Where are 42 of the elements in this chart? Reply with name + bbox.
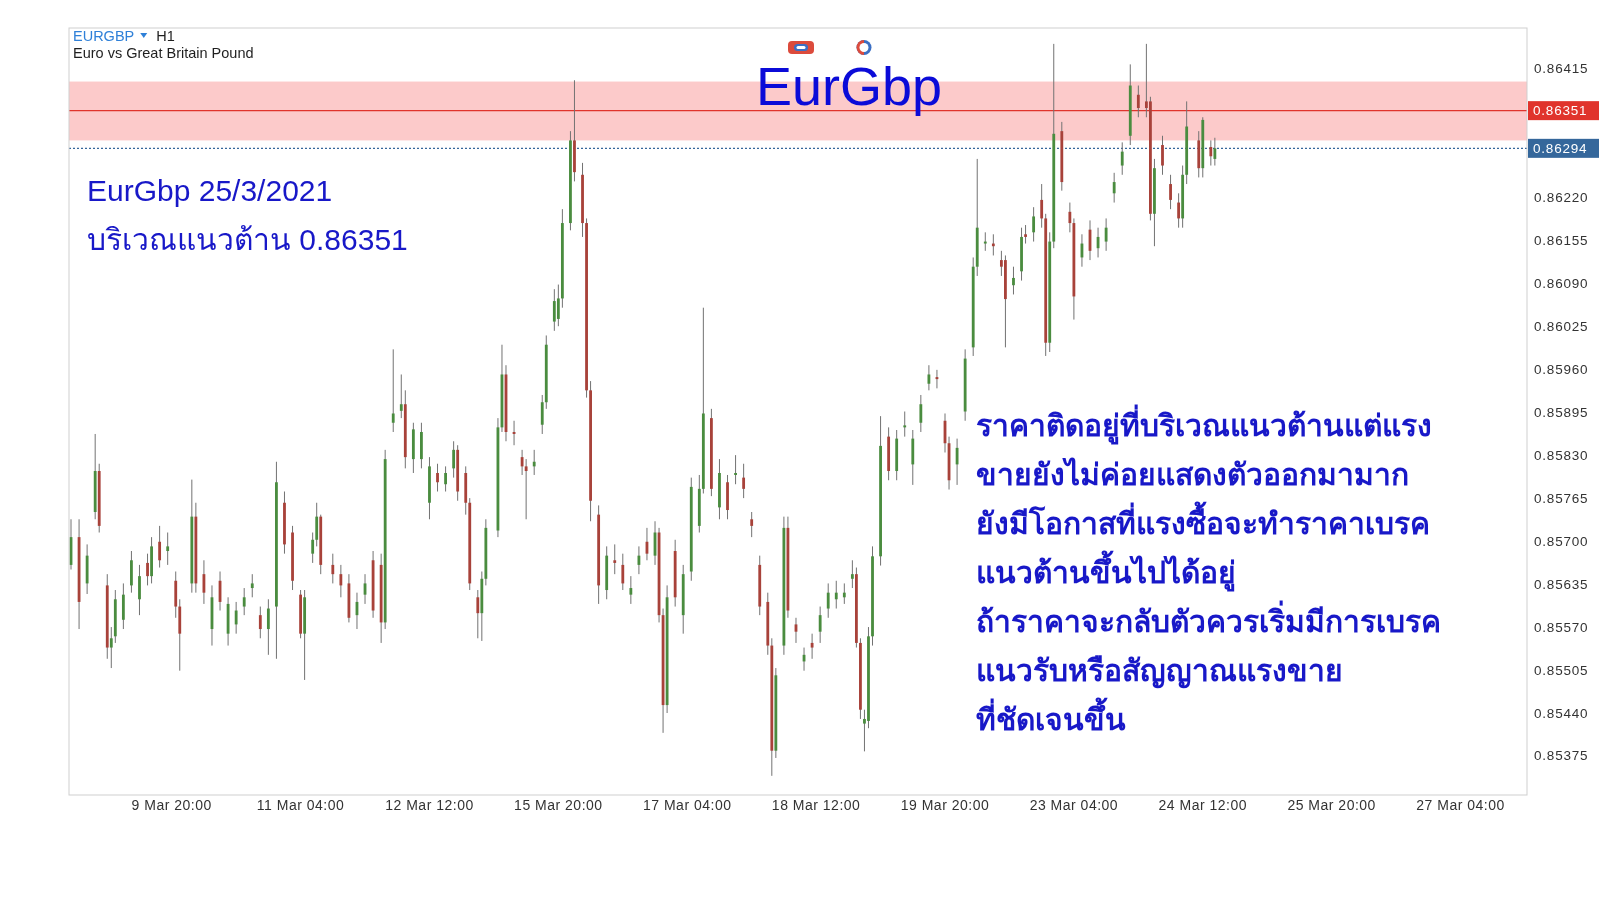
ref-line-label: 0.86294 <box>1533 140 1588 156</box>
annotation-text: แนวรับหรือสัญญาณแรงขาย <box>975 652 1344 691</box>
y-tick-label: 0.85505 <box>1534 662 1589 678</box>
y-tick-label: 0.86155 <box>1534 232 1589 248</box>
y-tick-label: 0.85960 <box>1534 361 1589 377</box>
subtitle: Euro vs Great Britain Pound <box>73 45 254 61</box>
x-tick-label: 25 Mar 20:00 <box>1287 797 1376 813</box>
y-tick-label: 0.85700 <box>1534 533 1589 549</box>
x-tick-label: 24 Mar 12:00 <box>1158 797 1248 813</box>
annotation-text: EurGbp <box>755 56 944 116</box>
annotation-text: ถ้าราคาจะกลับตัวควรเริ่มมีการเบรค <box>974 597 1443 646</box>
y-tick-label: 0.86090 <box>1534 275 1589 291</box>
y-tick-label: 0.85440 <box>1534 705 1589 721</box>
y-tick-label: 0.86220 <box>1534 189 1589 205</box>
x-tick-label: 12 Mar 12:00 <box>385 797 474 813</box>
ref-line-label: 0.86351 <box>1533 103 1588 119</box>
annotation-text: H1 <box>155 26 176 46</box>
ref-line-label: 0.86351 <box>1528 101 1599 121</box>
x-tick-label: 17 Mar 04:00 <box>643 797 732 813</box>
x-tick-label: 11 Mar 04:00 <box>256 797 345 813</box>
annotation-text: ราคาติดอยู่ที่บริเวณแนวต้านแต่แรง <box>974 401 1434 450</box>
x-tick-label: 9 Mar 20:00 <box>131 797 212 813</box>
y-tick-label: 0.86025 <box>1534 318 1589 334</box>
y-tick-label: 0.85570 <box>1534 619 1589 635</box>
y-tick-label: 0.85375 <box>1534 748 1589 764</box>
annotation-text: บริเวณแนวต้าน 0.86351 <box>86 221 409 258</box>
x-tick-label: 15 Mar 20:00 <box>514 797 603 813</box>
title: EURGBP <box>73 28 135 44</box>
annotation-text: แนวต้านขึ้นไปได้อยู่ <box>974 548 1238 597</box>
x-tick-label: 19 Mar 20:00 <box>900 797 990 813</box>
y-tick-label: 0.85635 <box>1534 576 1589 592</box>
annotation-text: EurGbp 25/3/2021 <box>86 172 334 209</box>
y-tick-label: 0.85765 <box>1534 490 1589 506</box>
x-tick-label: 23 Mar 04:00 <box>1029 797 1119 813</box>
annotation-text: ขายยังไม่ค่อยแสดงตัวออกมามาก <box>975 456 1410 493</box>
y-tick-label: 0.85895 <box>1534 404 1589 420</box>
x-tick-label: 18 Mar 12:00 <box>771 797 861 813</box>
y-tick-label: 0.86415 <box>1534 60 1589 76</box>
y-tick-label: 0.85830 <box>1534 447 1589 463</box>
annotation-text: ที่ชัดเจนขึ้น <box>974 695 1128 744</box>
annotation-text: ยังมีโอกาสที่แรงซื้อจะทำราคาเบรค <box>974 499 1432 548</box>
x-tick-label: 27 Mar 04:00 <box>1416 797 1505 813</box>
